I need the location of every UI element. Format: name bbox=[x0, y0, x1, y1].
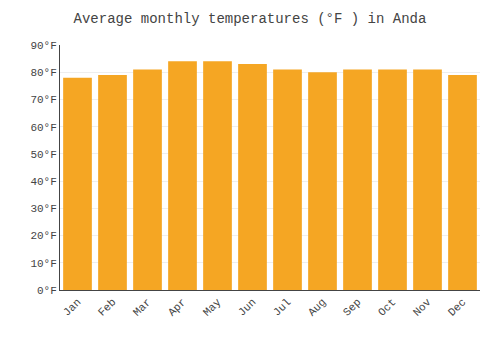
svg-text:Aug: Aug bbox=[306, 296, 328, 318]
svg-text:0°F: 0°F bbox=[37, 285, 57, 297]
svg-text:Sep: Sep bbox=[341, 296, 363, 318]
svg-text:70°F: 70°F bbox=[30, 94, 56, 106]
svg-text:10°F: 10°F bbox=[30, 258, 56, 270]
svg-text:40°F: 40°F bbox=[30, 176, 56, 188]
svg-text:30°F: 30°F bbox=[30, 203, 56, 215]
svg-text:90°F: 90°F bbox=[30, 40, 56, 52]
svg-text:80°F: 80°F bbox=[30, 67, 56, 79]
svg-text:50°F: 50°F bbox=[30, 149, 56, 161]
svg-text:Nov: Nov bbox=[411, 296, 434, 319]
svg-text:Jun: Jun bbox=[236, 296, 258, 318]
svg-text:Oct: Oct bbox=[376, 296, 398, 318]
svg-text:Dec: Dec bbox=[446, 296, 468, 318]
svg-text:Jan: Jan bbox=[61, 296, 83, 318]
svg-text:Apr: Apr bbox=[166, 296, 188, 318]
svg-text:60°F: 60°F bbox=[30, 122, 56, 134]
svg-text:Feb: Feb bbox=[96, 296, 118, 318]
svg-text:Average monthly temperatures (: Average monthly temperatures (°F ) in An… bbox=[74, 11, 427, 27]
svg-text:Jul: Jul bbox=[271, 296, 293, 318]
svg-text:Mar: Mar bbox=[131, 296, 153, 318]
svg-text:May: May bbox=[201, 296, 224, 319]
svg-text:20°F: 20°F bbox=[30, 230, 56, 242]
